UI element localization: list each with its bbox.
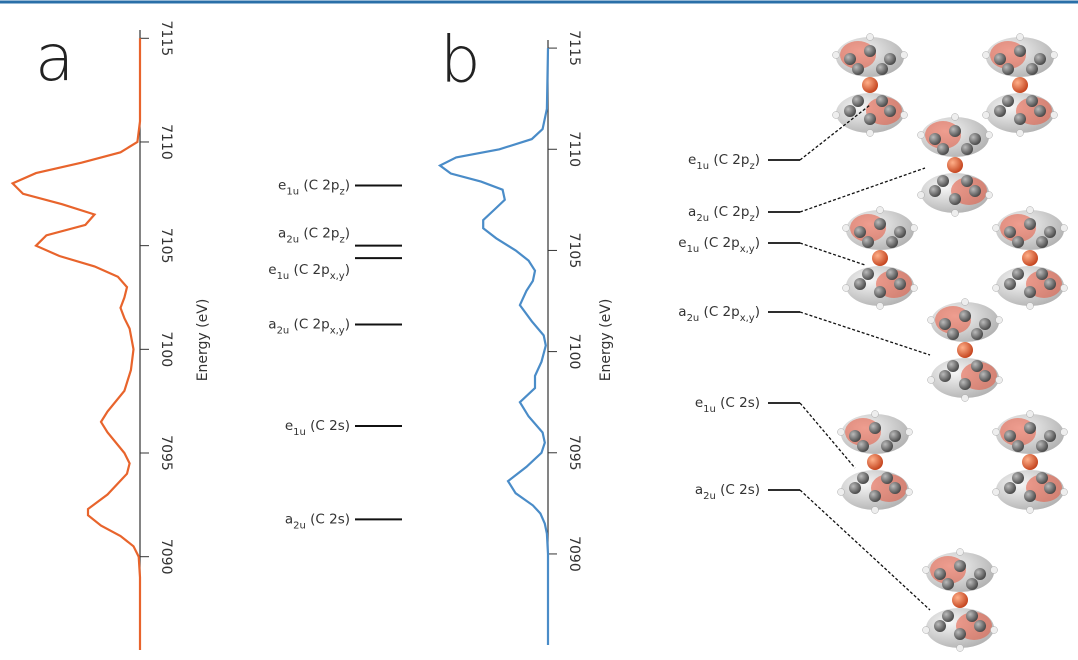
subscript: 1u <box>687 244 700 255</box>
subscript: z <box>339 234 344 245</box>
leader-dash <box>799 167 926 213</box>
label-part: (C 2p <box>709 204 749 220</box>
label-part: a <box>688 204 696 220</box>
y-tick-label: 7100 <box>566 334 582 370</box>
subscript: x,y <box>330 325 345 336</box>
subscript: 2u <box>277 325 290 336</box>
subscript: 2u <box>687 313 700 324</box>
label-part: e <box>688 152 696 168</box>
label-part: a <box>285 511 293 527</box>
label-part: (C 2p <box>299 226 339 242</box>
spectrum-line <box>437 48 550 645</box>
y-tick-label: 7110 <box>566 131 582 167</box>
subscript: z <box>749 161 754 172</box>
label-part: (C 2p <box>289 262 329 278</box>
leader-dash <box>799 402 856 469</box>
label-part: ) <box>345 226 350 242</box>
orbital-image <box>917 113 993 217</box>
subscript: 2u <box>696 213 709 224</box>
subscript: 1u <box>703 404 716 415</box>
subscript: 1u <box>293 427 306 438</box>
orbital-images <box>832 33 1068 652</box>
label-part: (C 2s) <box>306 511 350 527</box>
label-part: e <box>285 418 293 434</box>
label-part: e <box>695 395 703 411</box>
label-part: ) <box>755 235 760 251</box>
y-tick-label: 7095 <box>566 435 582 471</box>
y-tick-label: 7100 <box>158 332 174 368</box>
subscript: 1u <box>286 186 299 197</box>
label-part: ) <box>755 304 760 320</box>
level-label: a2u (C 2s) <box>695 482 760 502</box>
orbital-image <box>922 548 998 652</box>
subscript: x,y <box>740 244 755 255</box>
y-tick-label: 7090 <box>566 536 582 572</box>
subscript: 2u <box>293 520 306 531</box>
label-part: a <box>278 226 286 242</box>
leader-dash <box>799 311 931 356</box>
subscript: x,y <box>740 313 755 324</box>
orbital-image <box>927 298 1003 402</box>
orbital-image <box>842 206 918 310</box>
y-tick-label: 7095 <box>158 435 174 471</box>
label-part: a <box>695 482 703 498</box>
level-label: a2u (C 2px,y) <box>678 304 760 324</box>
label-part: (C 2p <box>299 178 339 194</box>
y-tick-label: 7115 <box>566 30 582 66</box>
subscript: 2u <box>703 491 716 502</box>
subscript: z <box>339 186 344 197</box>
axis-title: Energy (eV) <box>195 299 211 382</box>
orbital-image <box>982 33 1058 137</box>
axis-title: Energy (eV) <box>598 299 614 382</box>
y-tick-label: 7110 <box>158 124 174 160</box>
label-part: ) <box>755 152 760 168</box>
label-part: e <box>268 262 276 278</box>
label-part: (C 2s) <box>716 482 760 498</box>
level-label: e1u (C 2pz) <box>278 178 350 198</box>
subscript: z <box>749 213 754 224</box>
label-part: ) <box>755 204 760 220</box>
level-label: a2u (C 2pz) <box>278 226 350 246</box>
orbital-image <box>992 410 1068 514</box>
level-label: e1u (C 2px,y) <box>678 235 760 255</box>
subscript: 1u <box>277 271 290 282</box>
leader-dash <box>799 242 866 266</box>
level-label: a2u (C 2s) <box>285 511 350 531</box>
level-label: e1u (C 2pz) <box>688 152 760 172</box>
label-part: (C 2p <box>699 304 739 320</box>
orbital-image <box>832 33 908 137</box>
orbital-image <box>992 206 1068 310</box>
orbital-image <box>837 410 913 514</box>
level-label: e1u (C 2s) <box>695 395 760 415</box>
label-part: e <box>278 178 286 194</box>
panel-letter: a <box>35 22 74 96</box>
label-part: (C 2p <box>699 235 739 251</box>
label-part: ) <box>345 316 350 332</box>
label-part: ) <box>345 178 350 194</box>
label-part: ) <box>345 262 350 278</box>
level-label: a2u (C 2px,y) <box>268 316 350 336</box>
label-part: a <box>268 316 276 332</box>
label-part: (C 2p <box>709 152 749 168</box>
label-part: e <box>678 235 686 251</box>
spectrum-line <box>10 38 142 650</box>
panel-letter: b <box>440 24 481 98</box>
subscript: 2u <box>286 234 299 245</box>
leader-dash <box>799 489 931 611</box>
level-label: e1u (C 2s) <box>285 418 350 438</box>
level-label: a2u (C 2pz) <box>688 204 760 224</box>
y-tick-label: 7105 <box>158 228 174 264</box>
level-label: e1u (C 2px,y) <box>268 262 350 282</box>
y-tick-label: 7115 <box>158 20 174 56</box>
label-part: (C 2p <box>289 316 329 332</box>
label-part: (C 2s) <box>306 418 350 434</box>
subscript: 1u <box>696 161 709 172</box>
label-part: (C 2s) <box>716 395 760 411</box>
label-part: a <box>678 304 686 320</box>
subscript: x,y <box>330 271 345 282</box>
y-tick-label: 7105 <box>566 233 582 269</box>
y-tick-label: 7090 <box>158 539 174 575</box>
